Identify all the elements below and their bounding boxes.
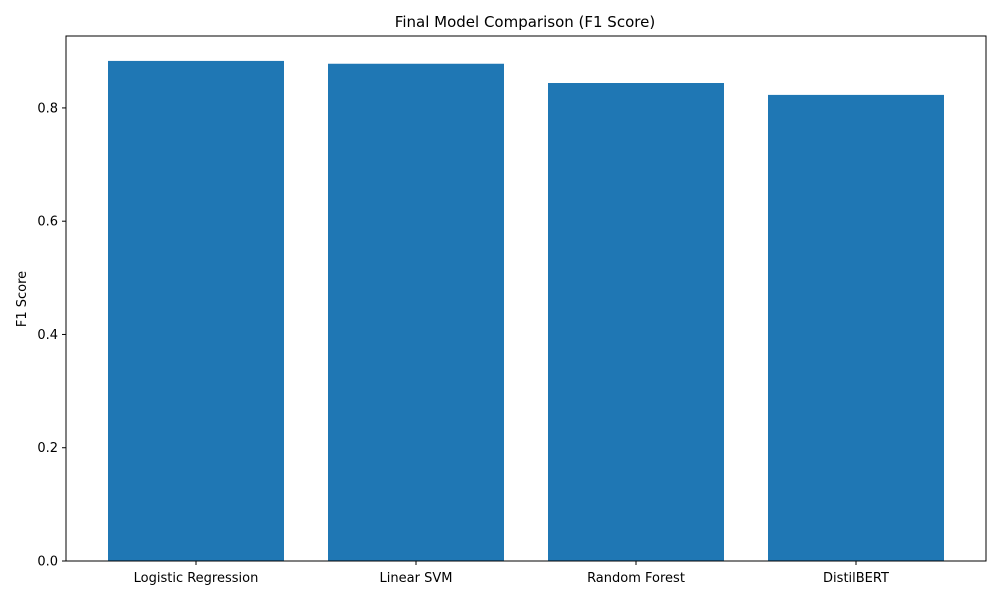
y-tick-label: 0.6 bbox=[37, 215, 58, 230]
bars-group bbox=[108, 60, 944, 562]
bar-distilbert bbox=[768, 94, 944, 562]
y-tick-label: 0.2 bbox=[37, 441, 58, 456]
bar-random-forest bbox=[548, 83, 724, 561]
chart-title: Final Model Comparison (F1 Score) bbox=[395, 13, 655, 31]
y-tick-label: 0.8 bbox=[37, 101, 58, 116]
x-tick-label: Logistic Regression bbox=[134, 571, 259, 586]
y-tick-label: 0.0 bbox=[37, 555, 58, 570]
bar-linear-svm bbox=[328, 63, 504, 562]
axes-group bbox=[65, 35, 987, 562]
x-ticks-group: Logistic Regression Linear SVM Random Fore… bbox=[134, 561, 889, 586]
x-tick-label: Linear SVM bbox=[380, 571, 453, 586]
bar-logistic-regression bbox=[108, 60, 284, 561]
x-tick-label: Random Forest bbox=[587, 571, 685, 586]
y-ticks-group: 0.0 0.2 0.4 0.6 0.8 bbox=[37, 101, 66, 570]
x-tick-label: DistilBERT bbox=[823, 571, 889, 586]
y-axis-title: F1 Score bbox=[15, 271, 30, 327]
y-tick-label: 0.4 bbox=[37, 328, 58, 343]
plot-frame bbox=[65, 35, 987, 562]
